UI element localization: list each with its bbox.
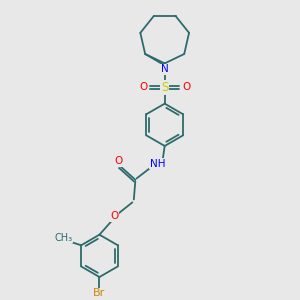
Text: O: O [139, 82, 147, 92]
Text: NH: NH [150, 159, 165, 169]
Text: Br: Br [93, 288, 106, 298]
Text: O: O [114, 156, 122, 166]
Text: O: O [182, 82, 190, 92]
Text: N: N [161, 64, 169, 74]
Text: S: S [161, 81, 168, 94]
Text: O: O [110, 211, 118, 221]
Text: CH₃: CH₃ [54, 232, 73, 243]
